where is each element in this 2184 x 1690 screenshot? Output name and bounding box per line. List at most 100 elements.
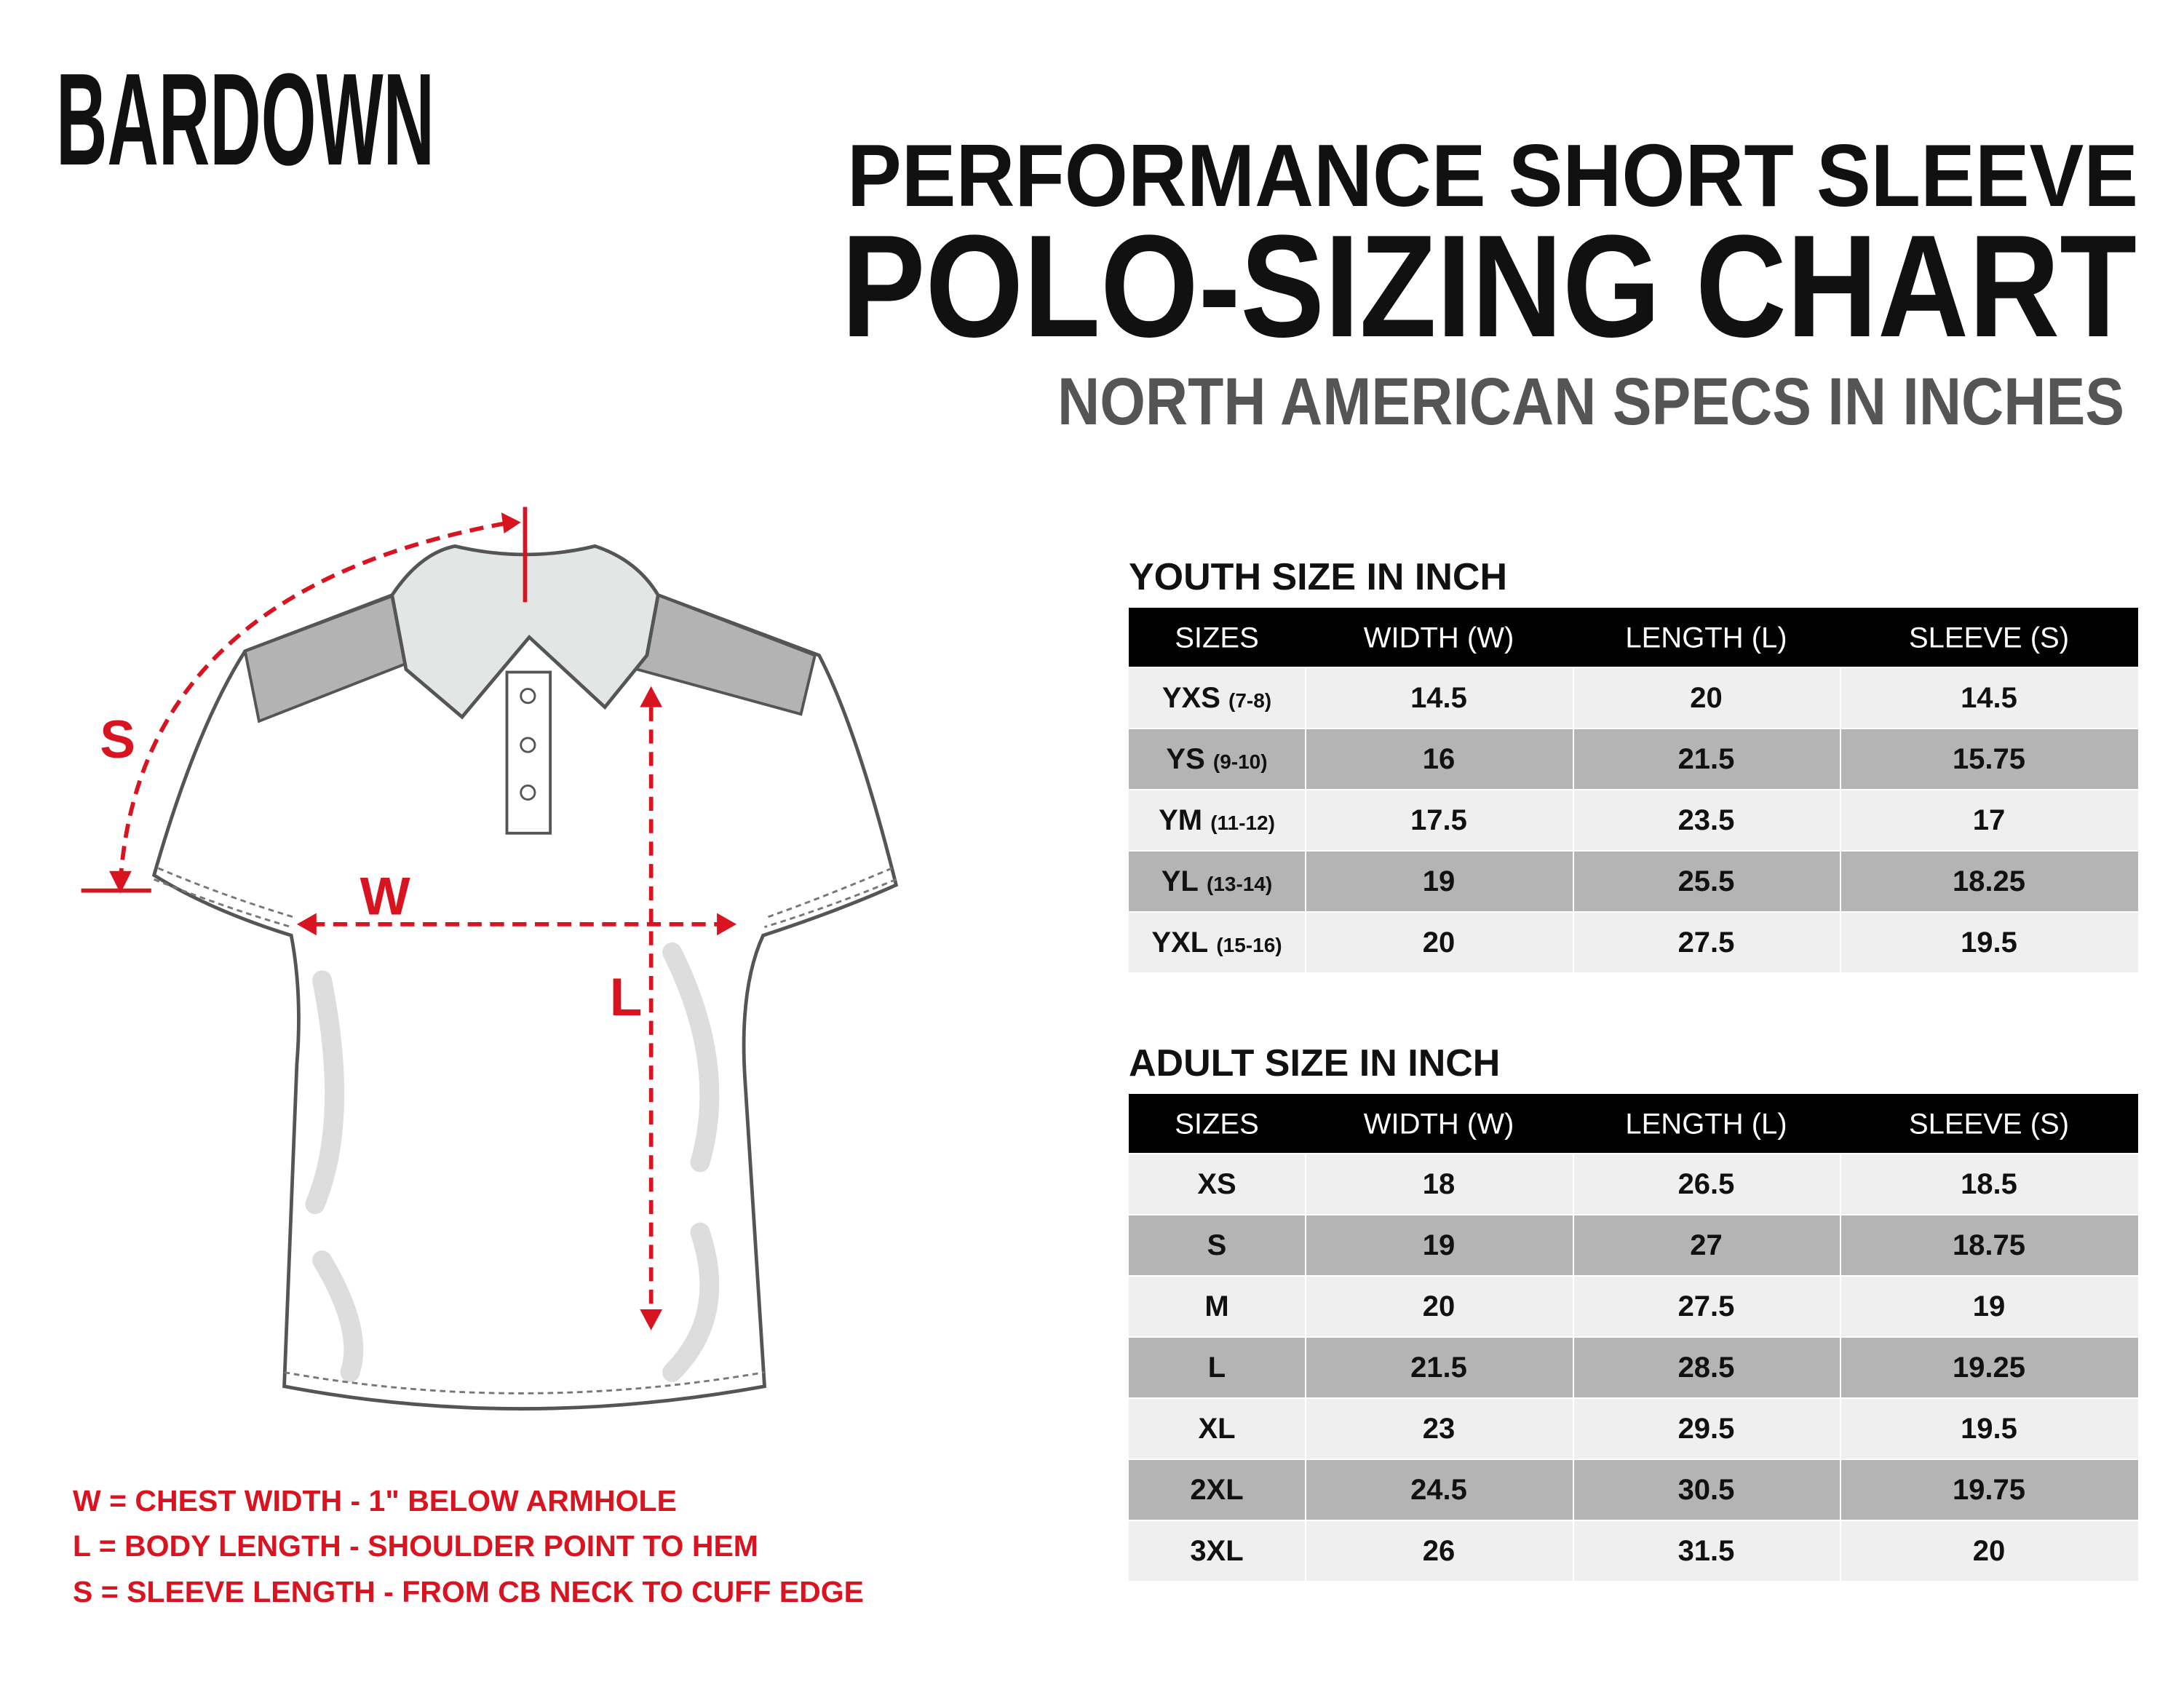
size-label: 2XL	[1190, 1474, 1243, 1506]
note: L = BODY LENGTH - SHOULDER POINT TO HEM	[73, 1529, 758, 1563]
cell-value: 19	[1423, 865, 1456, 897]
cell-value: 27.5	[1678, 1290, 1735, 1322]
table-cell	[1841, 668, 2138, 728]
note: S = SLEEVE LENGTH - FROM CB NECK TO CUFF…	[73, 1575, 864, 1608]
cell-value: 24.5	[1410, 1474, 1467, 1506]
size-spacer	[1205, 743, 1213, 775]
size-name: YXS	[1162, 682, 1220, 714]
table-cell	[1129, 913, 1305, 972]
brand-logo: BARDOWN	[56, 47, 434, 193]
size-spacer	[1199, 865, 1207, 897]
cell-value: 17	[1973, 804, 2006, 836]
size-label: XL	[1198, 1413, 1235, 1445]
table-cell	[1574, 668, 1840, 728]
size-ages: (7-8)	[1228, 689, 1271, 712]
table-cell	[1574, 1338, 1840, 1397]
cell-value: 20	[1973, 1535, 2006, 1567]
table-cell	[1841, 1521, 2138, 1581]
label-s: S	[100, 710, 135, 769]
arrowhead	[296, 913, 317, 936]
shirt-body	[151, 593, 899, 1411]
cell-value: 19.5	[1961, 927, 2017, 959]
table-cell	[1841, 1154, 2138, 1214]
cell-value: 16	[1423, 743, 1456, 775]
table-cell	[1129, 1521, 1305, 1581]
cell-value: 18.25	[1953, 865, 2025, 897]
table-cell	[1574, 1215, 1840, 1275]
table-cell	[1841, 790, 2138, 850]
column-header: LENGTH (L)	[1625, 622, 1787, 654]
table-cell	[1306, 1277, 1573, 1336]
size-name: YXL	[1151, 927, 1208, 959]
table-cell	[1306, 729, 1573, 789]
table-cell	[1841, 913, 2138, 972]
cell-value: 18.5	[1961, 1168, 2017, 1200]
size-label: S	[1207, 1229, 1227, 1261]
cell-value: 17.5	[1410, 804, 1467, 836]
cell-value: 18	[1423, 1168, 1456, 1200]
table-cell	[1129, 1277, 1305, 1336]
table-cell	[1306, 790, 1573, 850]
table-title: ADULT SIZE IN INCH	[1129, 1042, 1500, 1084]
table-cell	[1574, 1277, 1840, 1336]
size-label: YXL (15-16)	[1151, 927, 1282, 959]
table-cell	[1129, 1154, 1305, 1214]
size-ages: (9-10)	[1213, 750, 1268, 773]
label-l: L	[610, 968, 643, 1027]
size-name: 3XL	[1190, 1535, 1243, 1567]
table-cell	[1306, 1154, 1573, 1214]
table-cell	[1129, 852, 1305, 911]
table-cell	[1574, 790, 1840, 850]
cell-value: 31.5	[1678, 1535, 1735, 1567]
label-w: W	[360, 867, 410, 926]
cell-value: 28.5	[1678, 1352, 1735, 1384]
size-label: M	[1204, 1290, 1228, 1322]
size-label: XS	[1197, 1168, 1236, 1200]
size-label: YXS (7-8)	[1162, 682, 1271, 714]
size-name: YL	[1162, 865, 1199, 897]
size-ages: (11-12)	[1210, 812, 1275, 834]
table-cell	[1841, 852, 2138, 911]
table-header	[1129, 608, 2138, 667]
table-cell	[1129, 1399, 1305, 1459]
cell-value: 27.5	[1678, 927, 1735, 959]
shirt-diagram: S W L	[81, 507, 899, 1411]
cell-value: 30.5	[1678, 1474, 1735, 1506]
size-label: YL (13-14)	[1162, 865, 1273, 897]
table-cell	[1306, 1215, 1573, 1275]
cell-value: 21.5	[1678, 743, 1735, 775]
size-ages: (13-14)	[1207, 873, 1272, 895]
cell-value: 19	[1423, 1229, 1456, 1261]
cell-value: 20	[1423, 1290, 1456, 1322]
table-cell	[1306, 1338, 1573, 1397]
cell-value: 20	[1423, 927, 1456, 959]
column-header: SIZES	[1175, 1108, 1259, 1140]
table-cell	[1841, 1399, 2138, 1459]
size-name: S	[1207, 1229, 1227, 1261]
cell-value: 19.5	[1961, 1413, 2017, 1445]
table-cell	[1129, 1460, 1305, 1520]
subtitle: NORTH AMERICAN SPECS IN INCHES	[1057, 365, 2124, 439]
cell-value: 19.25	[1953, 1352, 2025, 1384]
title-line1: PERFORMANCE SHORT SLEEVE	[847, 126, 2138, 225]
cell-value: 15.75	[1953, 743, 2025, 775]
cell-value: 20	[1690, 682, 1723, 714]
size-name: XL	[1198, 1413, 1235, 1445]
column-header: LENGTH (L)	[1625, 1108, 1787, 1140]
cell-value: 23	[1423, 1413, 1456, 1445]
column-header: WIDTH (W)	[1364, 1108, 1514, 1140]
table-title: YOUTH SIZE IN INCH	[1129, 556, 1507, 598]
table-cell	[1841, 1215, 2138, 1275]
size-spacer	[1220, 682, 1228, 714]
table-cell	[1306, 1399, 1573, 1459]
title-line2: POLO-SIZING CHART	[841, 205, 2137, 368]
cell-value: 26.5	[1678, 1168, 1735, 1200]
table-cell	[1574, 1154, 1840, 1214]
table-cell	[1306, 1460, 1573, 1520]
table-cell	[1841, 1460, 2138, 1520]
size-label: YM (11-12)	[1159, 804, 1275, 836]
table-cell	[1574, 1399, 1840, 1459]
table-cell	[1129, 1338, 1305, 1397]
arrowheads	[109, 512, 737, 1330]
